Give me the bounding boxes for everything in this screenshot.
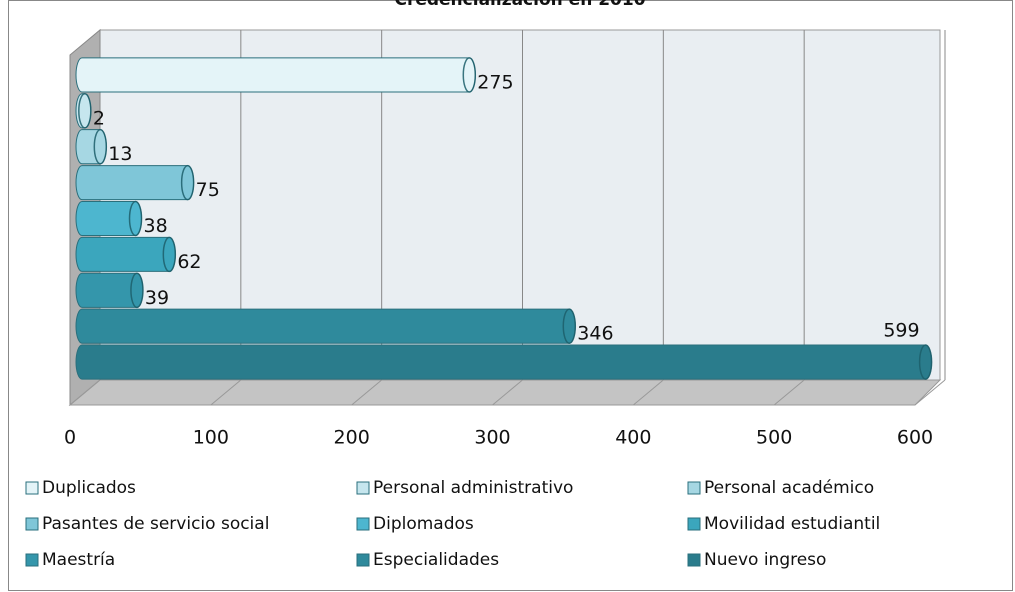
legend-label: Diplomados	[373, 514, 474, 534]
bar	[75, 236, 176, 272]
tick-mark	[210, 379, 242, 406]
legend-label: Pasantes de servicio social	[42, 514, 269, 534]
chart-title: Credencialización en 2010	[394, 0, 645, 10]
tick-mark	[69, 379, 101, 406]
tick-mark	[351, 379, 382, 406]
data-label: 275	[477, 71, 513, 93]
floor	[68, 379, 942, 406]
legend-swatch	[687, 553, 701, 567]
tick-mark	[914, 379, 946, 406]
data-label: 62	[177, 251, 201, 273]
data-label: 39	[145, 287, 169, 309]
data-label: 13	[108, 143, 132, 165]
legend-swatch	[25, 553, 39, 567]
legend-swatch	[25, 481, 39, 495]
data-label: 75	[196, 179, 220, 201]
bar-cap	[162, 236, 177, 273]
x-tick-label: 400	[615, 427, 651, 449]
legend-swatch	[356, 517, 370, 531]
legend-swatch	[687, 517, 701, 531]
bar-cap	[462, 57, 477, 93]
x-tick-label: 200	[334, 427, 370, 449]
legend-swatch	[25, 517, 39, 531]
bar-cap	[180, 164, 195, 201]
legend-label: Duplicados	[42, 478, 136, 498]
legend-label: Personal administrativo	[373, 478, 573, 498]
x-tick-label: 600	[897, 427, 933, 449]
data-label: 38	[144, 215, 168, 237]
legend-swatch	[687, 481, 701, 495]
tick-mark	[633, 379, 664, 406]
legend-label: Especialidades	[373, 550, 499, 570]
bar-cap	[128, 200, 143, 237]
x-tick-label: 0	[64, 427, 76, 449]
legend-label: Maestría	[42, 550, 115, 570]
legend-swatch	[356, 553, 370, 567]
tick-mark	[492, 379, 523, 406]
data-label: 2	[93, 107, 105, 129]
bar	[75, 57, 476, 93]
x-tick-label: 300	[474, 427, 510, 449]
tick-mark	[773, 379, 805, 406]
legend-label: Personal académico	[704, 478, 874, 498]
legend-label: Movilidad estudiantil	[704, 514, 880, 534]
bar	[75, 344, 933, 380]
bar-cap	[78, 93, 92, 129]
data-label: 599	[883, 320, 919, 342]
bar-cap	[130, 272, 144, 309]
bar-cap	[93, 128, 108, 165]
data-label: 346	[577, 323, 613, 345]
bar-cap	[562, 308, 577, 344]
bar	[75, 165, 195, 201]
legend-swatch	[356, 481, 370, 495]
bar-cap	[918, 344, 933, 380]
x-tick-label: 500	[756, 427, 792, 449]
x-tick-label: 100	[193, 427, 229, 449]
bar	[75, 308, 576, 344]
legend-label: Nuevo ingreso	[704, 550, 826, 570]
